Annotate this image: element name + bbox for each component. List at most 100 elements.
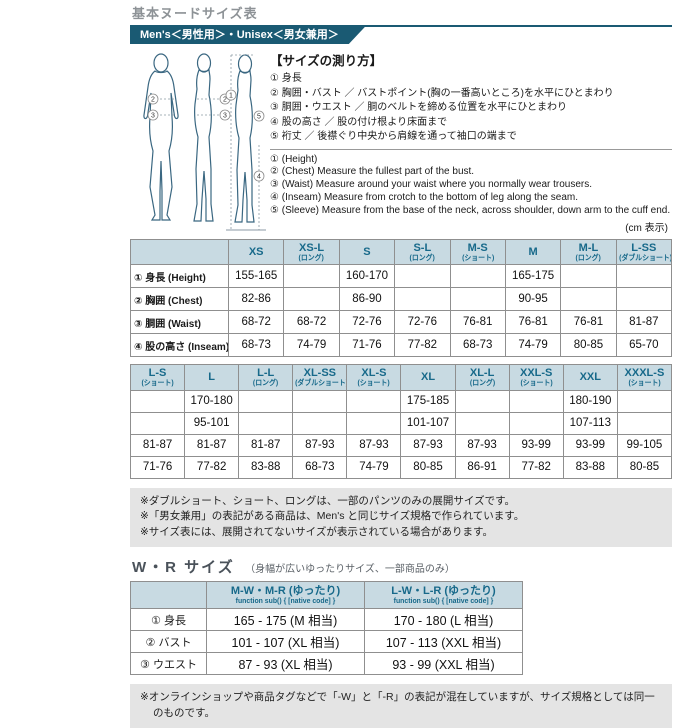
diagonal-empty-cell (454, 411, 510, 435)
size-notes-box: ※ダブルショート、ショート、ロングは、一部のパンツのみの展開サイズです。 ※「男女… (130, 487, 672, 547)
size-value-cell: 101-107 (400, 411, 456, 435)
size-column-sublabel: (ショート) (461, 253, 494, 263)
size-value-cell: 87-93 (454, 433, 510, 457)
size-value-cell: 71-76 (129, 455, 186, 479)
size-column-header: XXL-S (ショート) (508, 364, 564, 391)
size-column-label: L (208, 371, 215, 384)
size-value-cell: 93-99 (562, 433, 618, 457)
size-value-cell: 101 - 107 (XL 相当) (206, 630, 365, 654)
size-value-cell: 81-87 (129, 433, 186, 457)
size-value-cell: 68-73 (227, 333, 285, 358)
size-value-cell: 87-93 (400, 433, 456, 457)
size-column-header: M (504, 238, 562, 266)
page-title: 基本ヌードサイズ表 (132, 6, 258, 21)
size-column-header: XS (227, 238, 285, 266)
svg-text:2: 2 (151, 97, 155, 104)
size-value-cell: 165-175 (504, 264, 562, 289)
size-column-header: XL-L (ロング) (454, 364, 510, 391)
size-value-cell: 81-87 (615, 310, 673, 335)
size-column-header: XXXL-S (ショート) (616, 364, 673, 391)
row-label: ① 身長 (Height) (130, 264, 229, 289)
diagonal-empty-cell (283, 287, 340, 312)
size-value-cell: 93-99 (508, 433, 564, 457)
row-label: ② バスト (130, 630, 207, 654)
size-column-sublabel: (ダブルショート) (295, 378, 347, 388)
diagonal-empty-cell (129, 389, 186, 413)
table-row: 71-76 77-82 83-88 68-73 74-79 80-85 86-91 77-82… (129, 455, 673, 479)
size-column-label: XXL-S (520, 367, 553, 380)
row-label: ① 身長 (130, 608, 207, 632)
size-column-sublabel: (ダブルショート) (618, 253, 672, 263)
diagonal-empty-cell (560, 264, 617, 289)
size-table-ls-to-xxxls: L-S (ショート) L L-L (ロング) XL-SS (ダブルショート) XL-S (ショー… (129, 364, 673, 479)
wr-size-heading: W・R サイズ （身幅が広いゆったりサイズ、一部商品のみ） (132, 556, 672, 577)
mens-unisex-banner: Men's＜男性用＞・Unisex＜男女兼用＞ (130, 27, 365, 44)
diagonal-empty-cell (615, 287, 673, 312)
size-column-header: S (338, 238, 396, 266)
size-column-label: L-S (148, 367, 167, 380)
wr-note-box: ※オンラインショップや商品タグなどで「-W」と「-R」の表記が混在していますが、… (130, 684, 672, 728)
wr-note: ※オンラインショップや商品タグなどで「-W」と「-R」の表記が混在していますが、… (140, 691, 655, 720)
size-column-header: L-S (ショート) (129, 364, 186, 391)
svg-text:3: 3 (151, 113, 155, 120)
divider (270, 148, 672, 150)
measure-instructions: 【サイズの測り方】 ① 身長 ② 胸囲・バスト ／ バストポイント(胸の一番高いと… (266, 49, 672, 235)
size-column-label: L-L (257, 367, 275, 380)
corner-cell (130, 238, 229, 266)
measure-item-en: ① (Height) (270, 153, 318, 165)
size-column-header: L-W・L-R (ゆったり) function sub() { [native c… (364, 580, 523, 610)
table-row: 170-180 175-185 180-190 (129, 389, 673, 413)
size-column-header: XL (400, 364, 456, 391)
size-value-cell: 74-79 (504, 333, 562, 358)
size-column-header: L (184, 364, 240, 391)
size-value-cell: 77-82 (184, 455, 240, 479)
table-row: ② 胸囲 (Chest) 82-86 86-90 90-95 (130, 287, 673, 312)
size-value-cell: 180-190 (562, 389, 618, 413)
size-value-cell: 175-185 (400, 389, 456, 413)
size-value-cell: 72-76 (394, 310, 451, 335)
measure-item-en: ③ (Waist) Measure around your waist wher… (270, 179, 593, 191)
svg-text:3: 3 (223, 113, 227, 120)
size-value-cell: 65-70 (615, 333, 673, 358)
size-column-header: M-L (ロング) (560, 238, 617, 266)
wr-size-title: W・R サイズ (132, 558, 235, 576)
size-value-cell: 80-85 (400, 455, 456, 479)
table-header: M-W・M-R (ゆったり) function sub() { [native c… (130, 580, 523, 610)
size-column-label: L-SS (631, 242, 657, 254)
diagonal-empty-cell (449, 264, 506, 289)
row-label: ④ 股の高さ (Inseam) (130, 333, 229, 358)
size-column-label: XXXL-S (624, 367, 665, 380)
size-value-cell: 107 - 113 (XXL 相当) (364, 630, 523, 654)
size-value-cell: 83-88 (238, 455, 294, 479)
size-column-header: XL-S (ショート) (346, 364, 402, 391)
diagonal-empty-cell (616, 411, 673, 435)
measure-item-jp: ④ 股の高さ ／ 股の付け根より床面まで (270, 116, 448, 128)
wr-size-subtitle: （身幅が広いゆったりサイズ、一部商品のみ） (245, 563, 455, 575)
size-value-cell: 68-72 (227, 310, 285, 335)
size-value-cell: 83-88 (562, 455, 618, 479)
size-value-cell: 99-105 (616, 433, 673, 457)
size-column-sublabel: (ロング) (575, 253, 602, 263)
wr-size-table: M-W・M-R (ゆったり) function sub() { [native c… (130, 580, 523, 676)
size-column-sublabel: (ロング) (298, 253, 325, 263)
size-column-label: M-S (467, 242, 488, 254)
table-body: 170-180 175-185 180-190 95-101 101-107 107-11… (129, 389, 673, 479)
size-column-label: XS (248, 246, 264, 259)
size-column-label: XS-L (299, 242, 325, 254)
size-value-cell: 87-93 (346, 433, 402, 457)
size-value-cell: 82-86 (227, 287, 285, 312)
size-value-cell: 77-82 (394, 333, 451, 358)
size-value-cell: 74-79 (283, 333, 340, 358)
diagonal-empty-cell (129, 411, 186, 435)
size-column-label: XL (420, 371, 436, 384)
size-column-label: M (528, 246, 538, 259)
row-label: ③ ウエスト (130, 652, 207, 676)
size-value-cell: 90-95 (504, 287, 562, 312)
size-note: ※「男女兼用」の表記がある商品は、Men's と同じサイズ規格で作られています。 (140, 510, 525, 523)
size-column-label: S-L (413, 242, 432, 254)
table-body: ① 身長 (Height) 155-165 160-170 165-175 ② 胸囲 (… (130, 264, 673, 358)
measure-heading: 【サイズの測り方】 (270, 54, 383, 68)
size-column-header: M-S (ショート) (449, 238, 506, 266)
table-header: XS XS-L (ロング) S S-L (ロング) M-S (ショート) M M-L (ロング) L-… (130, 238, 673, 266)
diagonal-empty-cell (292, 411, 348, 435)
